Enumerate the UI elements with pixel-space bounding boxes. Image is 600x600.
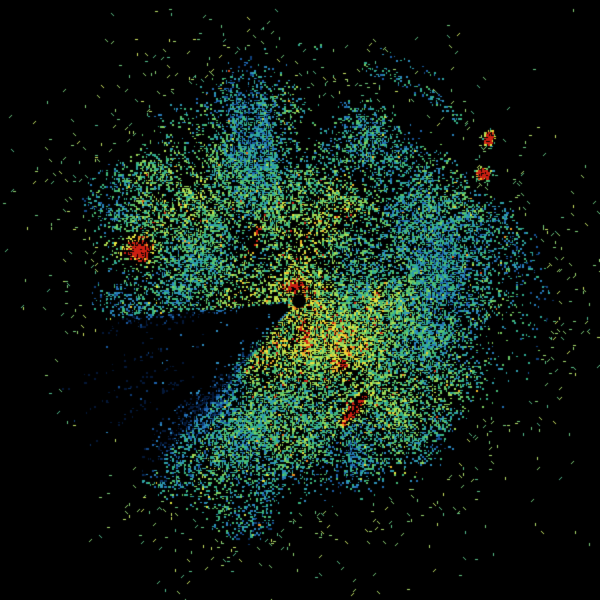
speckle-scan-figure xyxy=(0,0,600,600)
speckle-heatmap-canvas xyxy=(0,0,600,600)
